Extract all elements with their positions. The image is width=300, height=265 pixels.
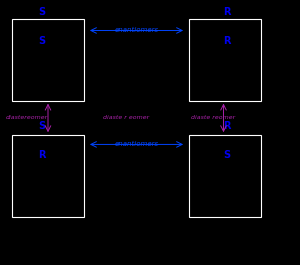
Text: S: S <box>38 36 46 46</box>
Text: diaste r eomer: diaste r eomer <box>103 116 149 120</box>
Text: R: R <box>223 121 230 131</box>
Text: R: R <box>223 7 230 17</box>
Text: enantiomers: enantiomers <box>114 142 159 147</box>
Bar <box>12 135 84 217</box>
Text: R: R <box>223 36 230 46</box>
Bar <box>189 135 261 217</box>
Text: enantiomers: enantiomers <box>114 28 159 33</box>
Text: diaste reomer: diaste reomer <box>191 116 235 120</box>
Text: S: S <box>38 7 46 17</box>
Text: R: R <box>38 150 46 160</box>
Text: diastereomer: diastereomer <box>6 116 48 120</box>
Text: S: S <box>38 121 46 131</box>
Bar <box>12 19 84 101</box>
Text: S: S <box>223 150 230 160</box>
Bar <box>189 19 261 101</box>
